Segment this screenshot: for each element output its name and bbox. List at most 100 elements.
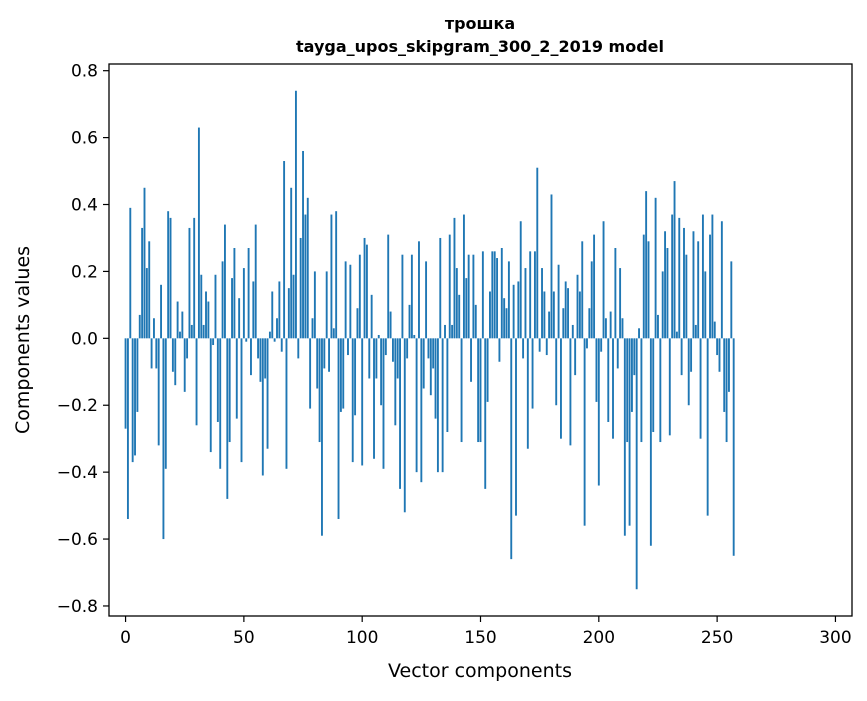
bar-141	[458, 294, 461, 339]
bar-2	[129, 207, 132, 339]
bar-139	[453, 217, 456, 339]
bar-247	[709, 234, 711, 339]
bar-38	[214, 274, 217, 339]
bar-236	[683, 227, 685, 339]
bar-114	[394, 338, 397, 426]
bar-54	[252, 281, 255, 339]
bar-47	[235, 338, 238, 419]
bar-34	[205, 291, 207, 339]
bar-121	[410, 254, 413, 339]
bar-248	[711, 214, 714, 339]
bar-116	[399, 338, 401, 489]
bar-18	[167, 211, 170, 339]
bar-84	[323, 338, 326, 369]
bar-166	[517, 281, 520, 339]
bar-133	[439, 237, 442, 339]
bar-55	[254, 224, 257, 339]
bar-225	[657, 314, 659, 339]
bar-129	[429, 338, 432, 396]
bar-152	[484, 338, 487, 489]
bar-184	[560, 338, 562, 439]
bar-251	[718, 338, 721, 372]
bar-232	[673, 181, 676, 339]
bar-179	[548, 311, 551, 339]
bar-194	[583, 338, 586, 526]
bar-192	[578, 291, 581, 339]
bar-111	[387, 234, 390, 339]
bar-31	[197, 127, 200, 339]
bar-105	[373, 338, 375, 459]
bar-181	[552, 291, 555, 339]
bar-221	[647, 241, 650, 339]
bar-130	[432, 338, 435, 369]
bar-118	[403, 338, 406, 513]
bar-144	[465, 278, 468, 339]
bar-33	[202, 324, 205, 339]
bar-81	[316, 338, 319, 389]
bar-36	[209, 338, 212, 453]
x-tick-label: 50	[233, 628, 255, 648]
bar-123	[415, 338, 418, 473]
bar-243	[699, 338, 702, 439]
bar-76	[304, 214, 307, 339]
bar-252	[720, 221, 723, 339]
bar-39	[216, 338, 219, 422]
bar-229	[666, 248, 669, 339]
bar-89	[335, 211, 338, 339]
bar-8	[143, 187, 146, 339]
bar-151	[481, 251, 484, 339]
bar-22	[176, 301, 179, 339]
x-tick-label: 150	[464, 628, 496, 648]
bar-220	[645, 191, 648, 339]
bar-90	[337, 338, 340, 519]
bar-65	[278, 281, 281, 339]
bar-241	[694, 324, 697, 339]
bar-66	[280, 338, 283, 352]
bar-59	[264, 338, 267, 379]
bar-200	[597, 338, 600, 486]
bar-91	[339, 338, 342, 412]
bar-61	[268, 331, 271, 339]
bar-58	[261, 338, 264, 476]
bar-147	[472, 254, 475, 339]
y-tick-label: −0.6	[57, 530, 98, 550]
bar-167	[519, 221, 522, 339]
bar-40	[219, 338, 222, 469]
bar-161	[505, 308, 508, 339]
bar-101	[363, 237, 366, 339]
bar-218	[640, 338, 643, 443]
bar-224	[654, 197, 657, 339]
bar-50	[242, 268, 245, 339]
bar-120	[408, 304, 411, 339]
bar-165	[515, 338, 517, 516]
bar-210	[621, 318, 624, 339]
bar-78	[309, 338, 312, 409]
bar-253	[723, 338, 726, 412]
bar-195	[586, 338, 588, 349]
bar-14	[157, 338, 160, 446]
bar-168	[522, 338, 525, 359]
bar-51	[245, 338, 248, 342]
x-tick-label: 250	[701, 628, 733, 648]
bar-119	[406, 338, 409, 359]
bar-77	[306, 197, 309, 339]
bar-178	[545, 338, 548, 356]
bar-75	[302, 150, 304, 339]
bar-233	[675, 331, 678, 339]
bar-204	[607, 338, 610, 422]
bar-0	[124, 338, 127, 429]
bar-207	[614, 248, 617, 339]
bar-157	[496, 258, 499, 339]
bar-28	[190, 324, 193, 339]
bar-45	[231, 278, 233, 339]
bar-70	[290, 187, 293, 339]
bar-170	[526, 338, 529, 449]
bar-242	[697, 241, 700, 339]
x-axis-label: Vector components	[388, 660, 572, 682]
bar-96	[351, 338, 354, 463]
bar-128	[427, 338, 430, 359]
bar-230	[668, 338, 671, 436]
bar-46	[233, 248, 236, 339]
bar-164	[512, 284, 515, 339]
bar-132	[436, 338, 439, 473]
